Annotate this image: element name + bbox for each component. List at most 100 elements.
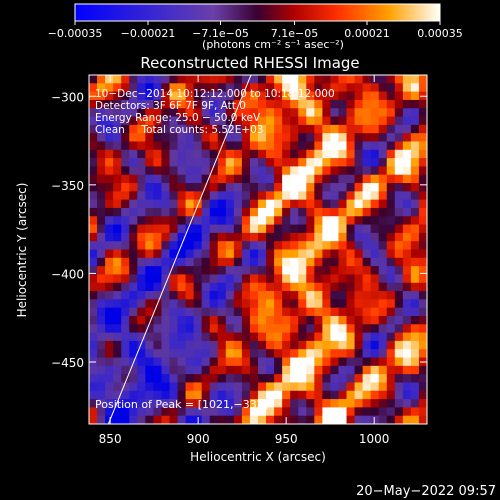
heatmap-cell xyxy=(410,224,420,234)
heatmap-cell xyxy=(161,91,171,101)
heatmap-cell xyxy=(185,166,195,176)
heatmap-cell xyxy=(290,249,299,259)
heatmap-cell xyxy=(241,241,251,251)
heatmap-cell xyxy=(129,216,138,226)
heatmap-cell xyxy=(418,149,427,159)
heatmap-cell xyxy=(209,207,219,217)
heatmap-cell xyxy=(298,266,307,276)
heatmap-cell xyxy=(169,158,179,168)
heatmap-cell xyxy=(274,232,283,242)
heatmap-cell xyxy=(322,332,332,342)
heatmap-cell xyxy=(129,199,138,209)
heatmap-cell xyxy=(274,124,283,134)
heatmap-cell xyxy=(233,340,243,350)
heatmap-cell xyxy=(314,224,323,234)
heatmap-cell xyxy=(225,75,235,84)
heatmap-cell xyxy=(105,158,114,168)
heatmap-cell xyxy=(233,407,243,417)
heatmap-cell xyxy=(225,216,235,226)
colorbar-tick-label: 0.00035 xyxy=(417,27,463,40)
heatmap-cell xyxy=(97,183,106,192)
heatmap-cell xyxy=(370,232,380,242)
heatmap-cell xyxy=(282,365,291,375)
heatmap-cell xyxy=(217,340,227,350)
heatmap-cell xyxy=(386,307,396,317)
heatmap-cell xyxy=(386,349,396,359)
heatmap-cell xyxy=(314,407,323,417)
heatmap-cell xyxy=(169,249,179,259)
heatmap-cell xyxy=(338,166,348,176)
heatmap-cell xyxy=(129,390,138,400)
heatmap-cell xyxy=(185,91,195,101)
heatmap-cell xyxy=(338,199,348,209)
heatmap-cell xyxy=(346,241,356,251)
heatmap-cell xyxy=(121,340,130,350)
heatmap-cell xyxy=(177,282,187,292)
heatmap-cell xyxy=(105,266,114,276)
heatmap-cell xyxy=(290,224,299,234)
heatmap-cell xyxy=(322,282,332,292)
heatmap-cell xyxy=(233,124,243,134)
heatmap-cell xyxy=(241,216,251,226)
heatmap-cell xyxy=(346,232,356,242)
heatmap-cell xyxy=(225,291,235,300)
heatmap-cell xyxy=(161,224,171,234)
heatmap-cell xyxy=(266,282,275,292)
heatmap-cell xyxy=(161,199,171,209)
heatmap-cell xyxy=(394,407,404,417)
heatmap-cell xyxy=(161,315,171,325)
heatmap-cell xyxy=(121,241,130,251)
heatmap-cell xyxy=(209,191,219,201)
heatmap-cell xyxy=(105,332,114,342)
heatmap-cell xyxy=(338,332,348,342)
heatmap-cell xyxy=(241,349,251,359)
heatmap-cell xyxy=(201,374,211,384)
heatmap-cell xyxy=(217,282,227,292)
heatmap-cell xyxy=(362,324,372,334)
heatmap-cell xyxy=(145,232,154,242)
heatmap-cell xyxy=(394,324,404,334)
heatmap-cell xyxy=(225,332,235,342)
heatmap-cell xyxy=(217,365,227,375)
heatmap-cell xyxy=(169,357,179,367)
heatmap-cell xyxy=(418,199,427,209)
heatmap-cell xyxy=(121,207,130,217)
heatmap-cell xyxy=(418,207,427,217)
heatmap-cell xyxy=(177,108,187,118)
heatmap-cell xyxy=(145,407,154,417)
heatmap-cell xyxy=(105,116,114,126)
heatmap-cell xyxy=(274,199,283,209)
heatmap-cell xyxy=(161,332,171,342)
heatmap-cell xyxy=(346,307,356,317)
heatmap-cell xyxy=(322,216,332,226)
heatmap-cell xyxy=(378,274,388,284)
heatmap-cell xyxy=(137,257,146,267)
heatmap-cell xyxy=(249,241,259,251)
heatmap-cell xyxy=(89,332,98,342)
heatmap-cell xyxy=(402,407,412,417)
heatmap-cell xyxy=(386,407,396,417)
heatmap-cell xyxy=(362,266,372,276)
heatmap-cell xyxy=(145,241,154,251)
heatmap-cell xyxy=(258,399,267,408)
heatmap-cell xyxy=(306,357,315,367)
heatmap-cell xyxy=(378,124,388,134)
heatmap-cell xyxy=(145,124,154,134)
heatmap-cell xyxy=(338,207,348,217)
heatmap-cell xyxy=(169,374,179,384)
heatmap-cell xyxy=(338,191,348,201)
heatmap-cell xyxy=(233,174,243,184)
heatmap-cell xyxy=(290,183,299,192)
heatmap-cell xyxy=(274,382,283,392)
heatmap-cell xyxy=(274,374,283,384)
heatmap-cell xyxy=(266,324,275,334)
heatmap-cell xyxy=(201,166,211,176)
heatmap-cell xyxy=(402,382,412,392)
heatmap-cell xyxy=(330,199,340,209)
heatmap-cell xyxy=(338,174,348,184)
heatmap-cell xyxy=(177,166,187,176)
heatmap-cell xyxy=(145,282,154,292)
heatmap-cell xyxy=(290,232,299,242)
heatmap-cell xyxy=(201,124,211,134)
heatmap-cell xyxy=(322,207,332,217)
